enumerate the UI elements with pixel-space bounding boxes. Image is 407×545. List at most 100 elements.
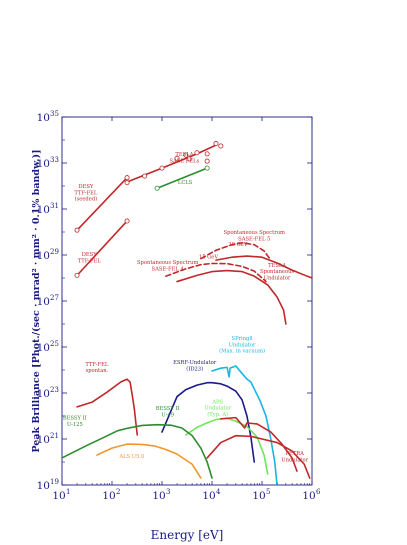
data-point-6-0: [186, 156, 192, 162]
data-point-1-1: [124, 175, 130, 181]
y-tick-exponent: 27: [50, 294, 59, 302]
annotation-line: U-49: [161, 412, 174, 418]
annotation-line: TESLA: [268, 263, 286, 269]
annotation-6: 15 GeV: [199, 255, 218, 261]
data-point-5-3: [174, 155, 180, 161]
series-line-13: [76, 378, 139, 436]
annotation-line: (Max. in vacuum): [219, 348, 265, 355]
x-tick-base: 10: [202, 490, 215, 502]
data-point-5-6: [204, 151, 210, 157]
data-point-6-1: [204, 158, 210, 164]
x-tick-label-2: 10 3: [152, 488, 170, 502]
x-tick-exponent: 2: [116, 488, 120, 496]
annotation-line: SPring8: [232, 336, 253, 342]
series-line-16: [185, 417, 269, 475]
series-line-20: [220, 416, 298, 472]
data-point-8-1: [204, 165, 210, 171]
annotation-line: Undulator: [264, 275, 291, 281]
y-tick-label-0: 10 19: [37, 478, 59, 492]
x-tick-label-0: 10 1: [52, 488, 70, 502]
data-point-1-0: [74, 227, 80, 233]
data-point-5-0: [124, 180, 130, 186]
data-point-3-0: [74, 272, 80, 278]
annotation-line: TTF-FEL: [74, 190, 98, 196]
y-tick-exponent: 25: [50, 340, 59, 348]
y-tick-base: 10: [37, 388, 50, 400]
annotation-line: (Typ. A): [207, 411, 228, 418]
annotation-line: (seeded): [75, 196, 98, 203]
x-tick-exponent: 5: [266, 488, 270, 496]
series-line-19: [206, 434, 311, 479]
y-tick-label-8: 10 35: [37, 110, 59, 124]
series-line-18: [96, 443, 202, 479]
annotation-line: (ID23): [186, 365, 203, 372]
annotation-1: LCLS: [178, 180, 193, 186]
y-tick-label-4: 10 27: [37, 294, 59, 308]
series-line-11: [176, 269, 287, 325]
x-tick-exponent: 6: [316, 488, 321, 496]
series-line-2: [76, 220, 128, 277]
y-tick-base: 10: [37, 480, 50, 492]
x-tick-label-1: 10 2: [102, 488, 120, 502]
x-axis-title: Energy [eV]: [151, 528, 224, 542]
annotation-line: spontan.: [86, 368, 109, 374]
data-point-3-1: [124, 218, 130, 224]
annotation-line: ALS U5.0: [118, 454, 144, 460]
x-tick-exponent: 3: [166, 488, 170, 496]
y-tick-exponent: 21: [50, 432, 59, 440]
annotation-line: 15 GeV: [199, 255, 218, 261]
series-line-9: [165, 262, 267, 283]
annotation-line: LCLS: [178, 180, 193, 186]
annotation-line: Undulator: [204, 406, 231, 412]
x-tick-base: 10: [102, 490, 115, 502]
y-tick-exponent: 33: [50, 156, 59, 164]
annotation-line: 30 GeV: [228, 242, 247, 248]
annotation-line: BESSY II: [63, 416, 87, 422]
annotation-line: Spontaneous Spectrum: [137, 260, 198, 266]
annotation-line: TTF-FEL: [78, 258, 102, 264]
y-tick-exponent: 19: [50, 478, 59, 486]
annotation-line: SASE FELs: [170, 158, 200, 164]
x-tick-exponent: 1: [66, 488, 70, 496]
y-tick-label-2: 10 23: [37, 386, 59, 400]
y-tick-base: 10: [37, 434, 50, 446]
x-tick-exponent: 4: [216, 488, 221, 496]
y-tick-base: 10: [37, 296, 50, 308]
data-point-5-5: [194, 150, 200, 156]
data-point-5-7: [213, 141, 219, 147]
series-line-0: [76, 176, 128, 231]
x-tick-label-4: 10 5: [252, 488, 270, 502]
series-line-17: [61, 423, 213, 479]
annotation-line: PETRA: [286, 451, 305, 457]
x-tick-base: 10: [52, 490, 65, 502]
annotation-line: BESSY II: [156, 406, 180, 412]
data-point-5-2: [159, 165, 165, 171]
annotation-line: TTF-FEL: [85, 362, 109, 368]
annotation-14: BESSY IIU-125: [63, 416, 87, 428]
data-point-5-4: [183, 152, 189, 158]
annotation-line: Undulator: [281, 457, 308, 463]
annotation-line: SASE-FEL 4: [152, 266, 185, 272]
series-line-12: [215, 255, 313, 279]
y-tick-exponent: 31: [50, 202, 59, 210]
y-tick-exponent: 35: [50, 110, 59, 118]
y-tick-label-1: 10 21: [37, 432, 59, 446]
y-tick-base: 10: [37, 158, 50, 170]
series-line-7: [156, 167, 208, 190]
annotation-line: Spontaneous: [260, 269, 294, 275]
x-tick-label-3: 10 4: [202, 488, 221, 502]
x-tick-base: 10: [252, 490, 265, 502]
annotation-13: BESSY IIU-49: [156, 406, 180, 418]
x-tick-base: 10: [302, 490, 315, 502]
data-point-5-8: [218, 143, 224, 149]
data-point-8-0: [154, 185, 160, 191]
y-tick-exponent: 29: [50, 248, 59, 256]
